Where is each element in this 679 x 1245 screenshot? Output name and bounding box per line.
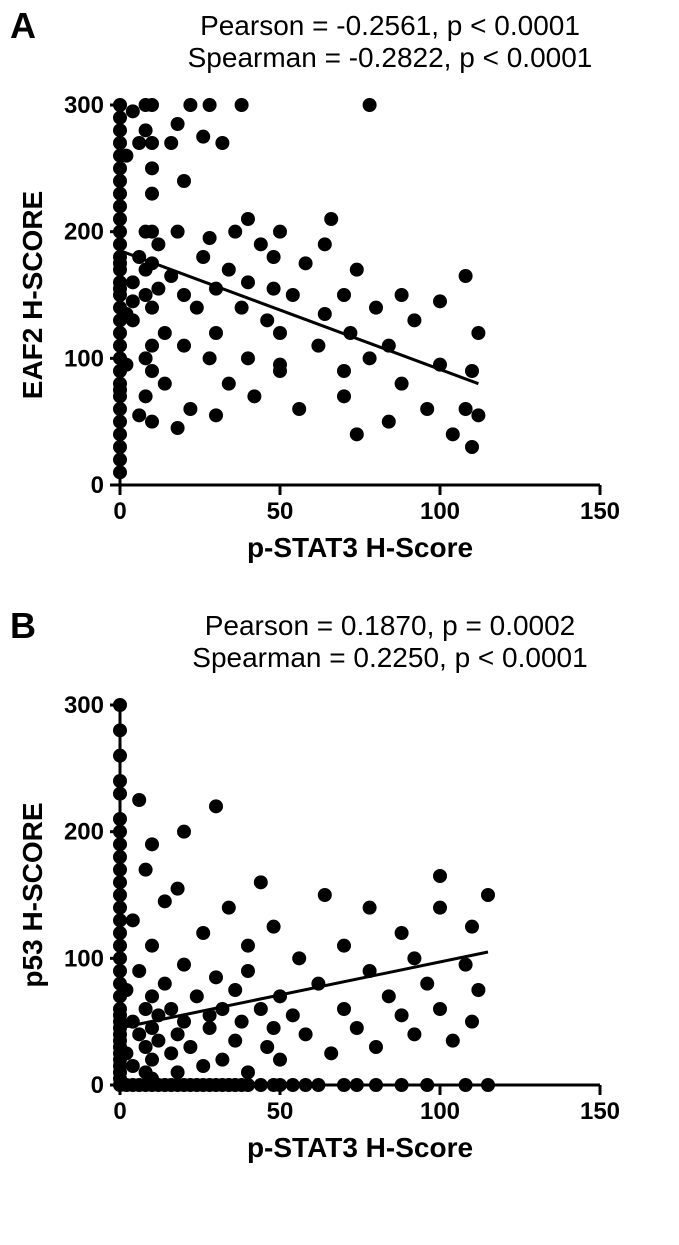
svg-text:150: 150: [580, 1098, 620, 1125]
svg-text:200: 200: [64, 219, 104, 246]
panel-a-spearman: Spearman = -0.2822, p < 0.0001: [140, 42, 640, 74]
figure: A Pearson = -0.2561, p < 0.0001 Spearman…: [0, 0, 679, 1206]
panel-a: A Pearson = -0.2561, p < 0.0001 Spearman…: [0, 0, 679, 600]
panel-a-label: A: [10, 5, 36, 47]
panel-b-pearson: Pearson = 0.1870, p = 0.0002: [140, 610, 640, 642]
panel-a-chart: 0 50 100 150 0 100 200 300 p-STAT3 H-Score EAF2 H…: [0, 85, 679, 645]
svg-text:50: 50: [267, 498, 294, 525]
svg-text:EAF2 H-SCORE: EAF2 H-SCORE: [17, 191, 48, 399]
svg-text:100: 100: [64, 345, 104, 372]
svg-text:50: 50: [267, 1098, 294, 1125]
svg-text:300: 300: [64, 692, 104, 719]
svg-text:150: 150: [580, 498, 620, 525]
svg-text:0: 0: [113, 498, 126, 525]
svg-text:p53 H-SCORE: p53 H-SCORE: [17, 802, 48, 987]
svg-text:300: 300: [64, 92, 104, 119]
panel-b-stats: Pearson = 0.1870, p = 0.0002 Spearman = …: [140, 610, 640, 674]
svg-text:p-STAT3 H-Score: p-STAT3 H-Score: [247, 532, 473, 563]
panel-b-label: B: [10, 605, 36, 647]
svg-text:100: 100: [420, 1098, 460, 1125]
svg-text:0: 0: [91, 472, 104, 499]
panel-b-spearman: Spearman = 0.2250, p < 0.0001: [140, 642, 640, 674]
panel-a-pearson: Pearson = -0.2561, p < 0.0001: [140, 10, 640, 42]
svg-text:100: 100: [420, 498, 460, 525]
svg-text:100: 100: [64, 945, 104, 972]
panel-b: B Pearson = 0.1870, p = 0.0002 Spearman …: [0, 600, 679, 1206]
panel-a-stats: Pearson = -0.2561, p < 0.0001 Spearman =…: [140, 10, 640, 74]
panel-b-chart: 0 50 100 150 0 100 200 300 p-STAT3 H-Score p53 H-…: [0, 685, 679, 1245]
svg-text:200: 200: [64, 819, 104, 846]
svg-text:0: 0: [91, 1072, 104, 1099]
svg-text:p-STAT3 H-Score: p-STAT3 H-Score: [247, 1132, 473, 1163]
svg-text:0: 0: [113, 1098, 126, 1125]
